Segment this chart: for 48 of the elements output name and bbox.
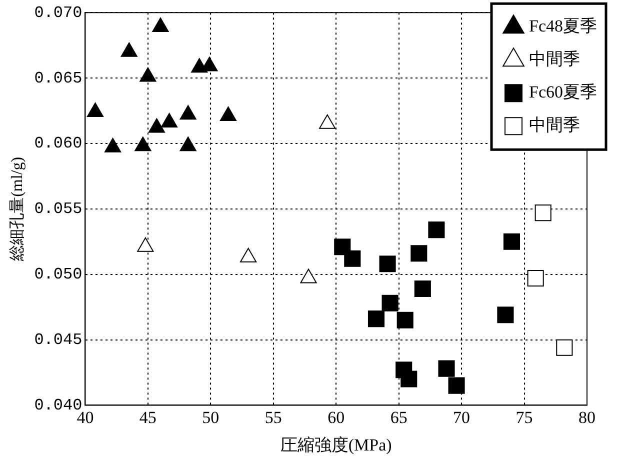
legend-label: Fc48夏季 (529, 16, 597, 36)
point (448, 377, 465, 394)
point (140, 67, 156, 82)
x-tick-label: 70 (453, 408, 470, 427)
point (534, 204, 552, 222)
x-tick-label: 50 (202, 408, 220, 427)
y-tick-label: 0.070 (34, 4, 82, 22)
legend-label: 中間季 (529, 116, 580, 135)
point (368, 310, 385, 328)
legend-label: Fc60夏季 (529, 82, 597, 102)
point (379, 256, 396, 272)
point (556, 339, 573, 356)
point (120, 42, 138, 57)
point (134, 136, 152, 152)
y-tick-label: 0.050 (34, 266, 82, 284)
y-tick-label: 0.045 (34, 331, 82, 349)
x-tick-label: 55 (264, 408, 282, 427)
point (152, 17, 169, 32)
point (497, 306, 514, 324)
point (428, 222, 445, 238)
x-tick-label: 80 (578, 408, 596, 427)
x-axis-title: 圧縮強度(MPa) (280, 435, 392, 454)
point (503, 233, 520, 250)
point (86, 102, 104, 118)
point (414, 280, 431, 298)
y-tick-label: 0.055 (34, 200, 82, 218)
point (527, 270, 544, 287)
point (319, 114, 336, 129)
point (104, 138, 122, 152)
point (396, 312, 414, 328)
x-tick-label: 60 (328, 408, 345, 427)
point (400, 370, 418, 388)
point (220, 106, 237, 121)
point (180, 136, 196, 152)
point (148, 118, 166, 133)
x-tick-label: 65 (390, 408, 408, 427)
point (180, 105, 196, 120)
point (438, 360, 455, 377)
x-tick-label: 75 (516, 408, 533, 427)
y-tick-label: 0.060 (34, 134, 82, 153)
point (344, 250, 361, 267)
point (410, 245, 428, 262)
point (160, 113, 178, 128)
point (382, 294, 398, 312)
y-tick-label: 0.065 (34, 69, 82, 88)
y-axis-title: 総細孔量(ml/g) (8, 156, 26, 262)
legend-label: 中間季 (529, 50, 580, 69)
x-tick-label: 45 (139, 408, 156, 427)
